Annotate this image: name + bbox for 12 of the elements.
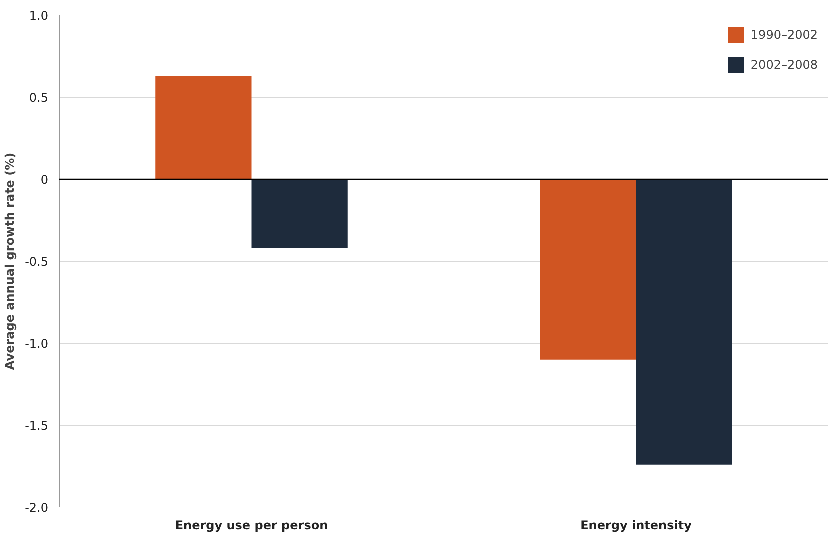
y-axis-title: Average annual growth rate (%) xyxy=(3,152,18,370)
y-tick-label: 0 xyxy=(40,173,49,187)
y-tick-label: -1.0 xyxy=(25,337,49,351)
y-tick-label: 1.0 xyxy=(29,9,49,23)
y-tick-label: -1.5 xyxy=(25,419,49,433)
legend-label: 2002–2008 xyxy=(750,58,818,72)
legend-label: 1990–2002 xyxy=(750,28,818,42)
y-tick-label: -0.5 xyxy=(25,255,49,269)
y-tick-label: -2.0 xyxy=(25,501,49,515)
y-tick-label: 0.5 xyxy=(29,91,49,105)
x-tick-label: Energy intensity xyxy=(580,518,692,532)
x-tick-label: Energy use per person xyxy=(175,518,328,532)
